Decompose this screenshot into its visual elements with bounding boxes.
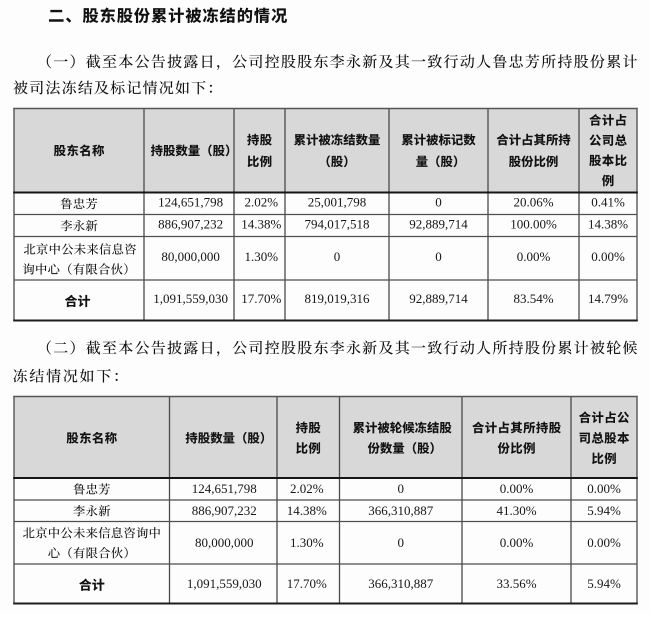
svg-text:1,091,559,030: 1,091,559,030 (153, 291, 228, 306)
svg-text:5.94%: 5.94% (587, 576, 621, 591)
svg-text:0.00%: 0.00% (500, 481, 534, 496)
svg-text:1,091,559,030: 1,091,559,030 (187, 576, 262, 591)
svg-text:0.00%: 0.00% (500, 535, 534, 550)
svg-text:0: 0 (334, 249, 341, 264)
svg-text:1.30%: 1.30% (245, 249, 279, 264)
svg-text:14.38%: 14.38% (241, 217, 281, 232)
svg-text:17.70%: 17.70% (287, 576, 327, 591)
svg-text:17.70%: 17.70% (241, 291, 281, 306)
svg-text:124,651,798: 124,651,798 (192, 481, 257, 496)
svg-text:366,310,887: 366,310,887 (368, 503, 434, 518)
svg-text:14.38%: 14.38% (287, 503, 327, 518)
svg-text:886,907,232: 886,907,232 (192, 503, 257, 518)
svg-text:2.02%: 2.02% (290, 481, 324, 496)
svg-text:0: 0 (398, 535, 405, 550)
svg-text:819,019,316: 819,019,316 (305, 291, 371, 306)
svg-text:0.41%: 0.41% (591, 195, 625, 210)
svg-text:33.56%: 33.56% (496, 576, 536, 591)
svg-text:83.54%: 83.54% (513, 291, 553, 306)
svg-text:80,000,000: 80,000,000 (195, 535, 254, 550)
svg-text:5.94%: 5.94% (587, 503, 621, 518)
svg-text:0.00%: 0.00% (517, 249, 551, 264)
svg-text:25,001,798: 25,001,798 (308, 195, 367, 210)
svg-text:0: 0 (435, 249, 442, 264)
svg-text:20.06%: 20.06% (513, 195, 553, 210)
svg-text:41.30%: 41.30% (496, 503, 536, 518)
svg-text:80,000,000: 80,000,000 (161, 249, 220, 264)
svg-text:794,017,518: 794,017,518 (305, 217, 370, 232)
svg-text:92,889,714: 92,889,714 (409, 217, 468, 232)
svg-text:100.00%: 100.00% (510, 217, 557, 232)
svg-text:1.30%: 1.30% (290, 535, 324, 550)
svg-text:0.00%: 0.00% (587, 481, 621, 496)
svg-text:0: 0 (398, 481, 405, 496)
svg-text:0: 0 (435, 195, 442, 210)
svg-text:92,889,714: 92,889,714 (409, 291, 468, 306)
svg-text:2.02%: 2.02% (245, 195, 279, 210)
svg-text:124,651,798: 124,651,798 (158, 195, 223, 210)
svg-text:886,907,232: 886,907,232 (158, 217, 223, 232)
svg-text:0.00%: 0.00% (591, 249, 625, 264)
svg-text:0.00%: 0.00% (587, 535, 621, 550)
svg-text:366,310,887: 366,310,887 (368, 576, 434, 591)
svg-text:14.38%: 14.38% (588, 217, 628, 232)
svg-text:14.79%: 14.79% (588, 291, 628, 306)
